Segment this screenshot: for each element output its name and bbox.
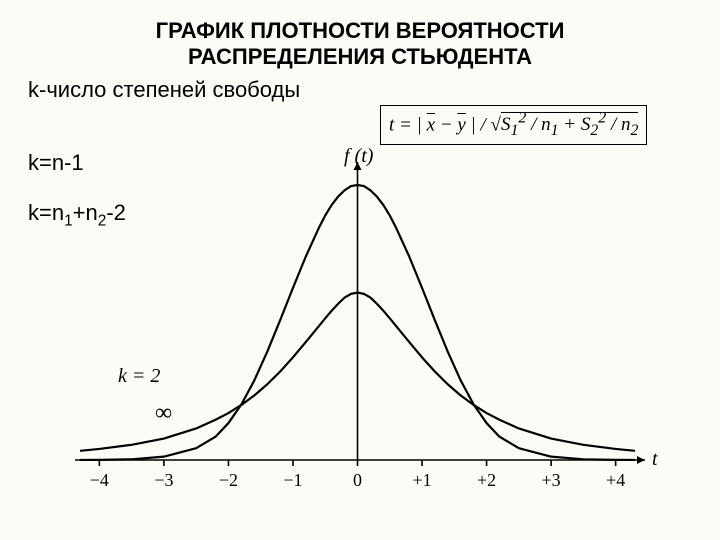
y-axis-label: f (t) (344, 145, 373, 168)
x-axis-label: t (652, 448, 658, 471)
x-tick-label: +1 (412, 470, 431, 491)
curve-label-k2: k = 2 (118, 365, 160, 388)
x-tick-label: −1 (283, 470, 302, 491)
x-tick-label: +3 (542, 470, 561, 491)
chart-svg (60, 160, 660, 510)
x-tick-label: −4 (90, 470, 109, 491)
t-statistic-formula: t = | x − y | / √S12 / n1 + S22 / n2 (380, 105, 647, 145)
x-tick-label: 0 (353, 470, 362, 491)
title-line-1: ГРАФИК ПЛОТНОСТИ ВЕРОЯТНОСТИ (156, 18, 565, 43)
chart-title: ГРАФИК ПЛОТНОСТИ ВЕРОЯТНОСТИ РАСПРЕДЕЛЕН… (0, 0, 720, 71)
subtitle: k-число степеней свободы (0, 71, 720, 103)
student-distribution-chart: f (t) t k = 2 ∞ −4−3−2−10+1+2+3+4 (60, 160, 660, 510)
x-tick-label: −2 (219, 470, 238, 491)
formula-content: t = | x − y | / √S12 / n1 + S22 / n2 (389, 112, 638, 135)
curve-label-infinity: ∞ (155, 400, 172, 427)
title-line-2: РАСПРЕДЕЛЕНИЯ СТЬЮДЕНТА (188, 44, 532, 69)
x-tick-label: +2 (477, 470, 496, 491)
x-tick-label: −3 (154, 470, 173, 491)
x-tick-label: +4 (606, 470, 625, 491)
